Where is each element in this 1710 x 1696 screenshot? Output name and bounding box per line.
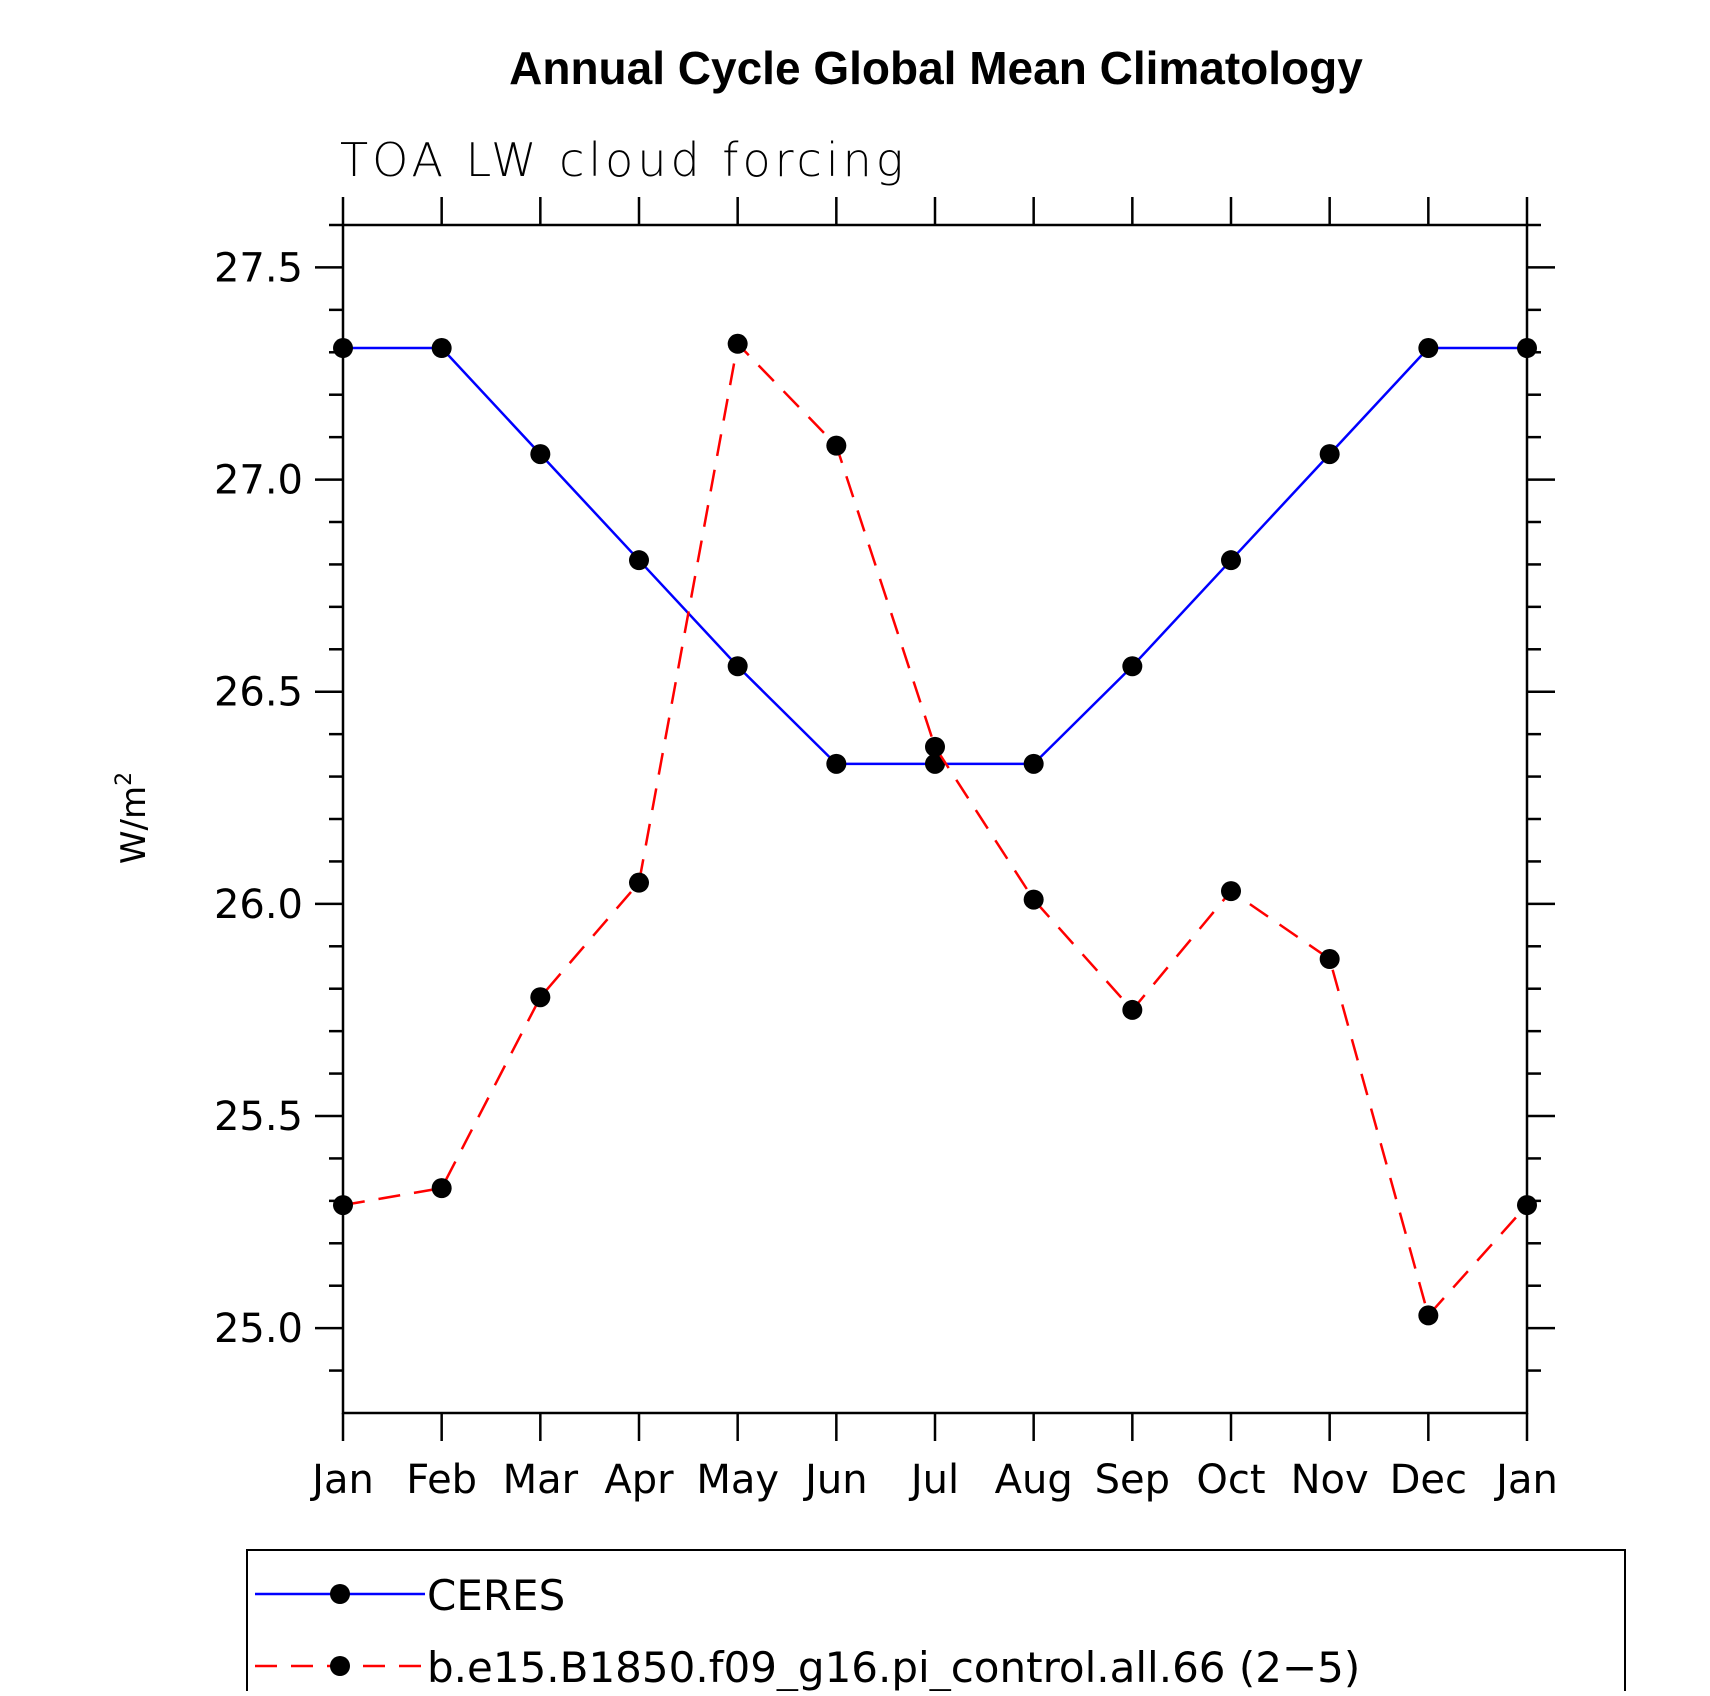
legend-label-0: CERES [427, 1571, 565, 1620]
data-point [826, 753, 847, 774]
data-point [1023, 753, 1044, 774]
y-axis-label: W/m2 [112, 772, 154, 864]
y-axis-label-text: W/m [114, 786, 154, 864]
data-point [1517, 1195, 1537, 1216]
series-line [342, 341, 1528, 1318]
x-tick-label: May [696, 1457, 779, 1503]
data-point [925, 736, 945, 757]
axes: 25.0 25.5 26.0 26.5 27.0 27.5 Jan Feb Mar Apr May J… [214, 197, 1558, 1503]
x-tick-label: Mar [503, 1457, 579, 1503]
x-tick-label: Apr [604, 1457, 674, 1503]
series-0 [333, 338, 1537, 774]
data-point [333, 1195, 353, 1216]
data-point [1517, 338, 1537, 359]
data-point [1122, 656, 1143, 677]
data-point [1221, 550, 1241, 571]
x-tick-label: Jan [1493, 1457, 1558, 1503]
data-point [431, 1178, 452, 1199]
x-tick-label: Sep [1095, 1457, 1170, 1503]
x-tick-label: Feb [406, 1457, 477, 1503]
legend-box [246, 1549, 1626, 1696]
chart-title: Annual Cycle Global Mean Climatology [509, 42, 1363, 94]
x-tick-label: Dec [1390, 1457, 1467, 1503]
x-tick-label: Jul [908, 1457, 959, 1503]
y-axis-label-superscript: 2 [112, 772, 137, 786]
data-point [1023, 889, 1044, 910]
data-point [530, 444, 551, 465]
data-point [1418, 1305, 1439, 1326]
x-tick-label: Jun [802, 1457, 868, 1503]
chart-subtitle: TOA LW cloud forcing [340, 133, 907, 187]
y-tick-label: 25.0 [214, 1306, 303, 1352]
data-point [530, 987, 551, 1008]
data-point [925, 753, 945, 774]
x-tick-label: Aug [995, 1457, 1073, 1503]
y-tick-label: 27.5 [214, 245, 303, 291]
series-layer [333, 333, 1537, 1326]
legend-marker-0 [330, 1584, 350, 1604]
data-point [727, 333, 748, 354]
data-point [1418, 338, 1439, 359]
series-1 [333, 333, 1537, 1326]
data-point [727, 656, 748, 677]
data-point [1319, 949, 1340, 970]
data-point [629, 550, 649, 571]
x-tick-label: Oct [1196, 1457, 1265, 1503]
x-tick-label: Jan [309, 1457, 374, 1503]
data-point [1221, 881, 1241, 902]
data-point [826, 435, 847, 456]
x-tick-label: Nov [1291, 1457, 1369, 1503]
data-point [431, 338, 452, 359]
legend-label-1: b.e15.B1850.f09_g16.pi_control.all.66 (2… [427, 1643, 1360, 1691]
y-tick-label: 25.5 [214, 1094, 303, 1140]
series-line [343, 346, 1527, 766]
y-tick-label: 26.5 [214, 670, 303, 716]
data-point [333, 338, 353, 359]
data-point [1319, 444, 1340, 465]
legend-marker-1 [330, 1656, 350, 1676]
data-point [629, 872, 649, 893]
legend: CERES b.e15.B1850.f09_g16.pi_control.all.… [246, 1549, 1626, 1696]
plot-frame [341, 223, 1529, 1415]
y-tick-label: 26.0 [214, 882, 303, 928]
data-point [1122, 999, 1143, 1020]
y-tick-label: 27.0 [214, 458, 303, 504]
